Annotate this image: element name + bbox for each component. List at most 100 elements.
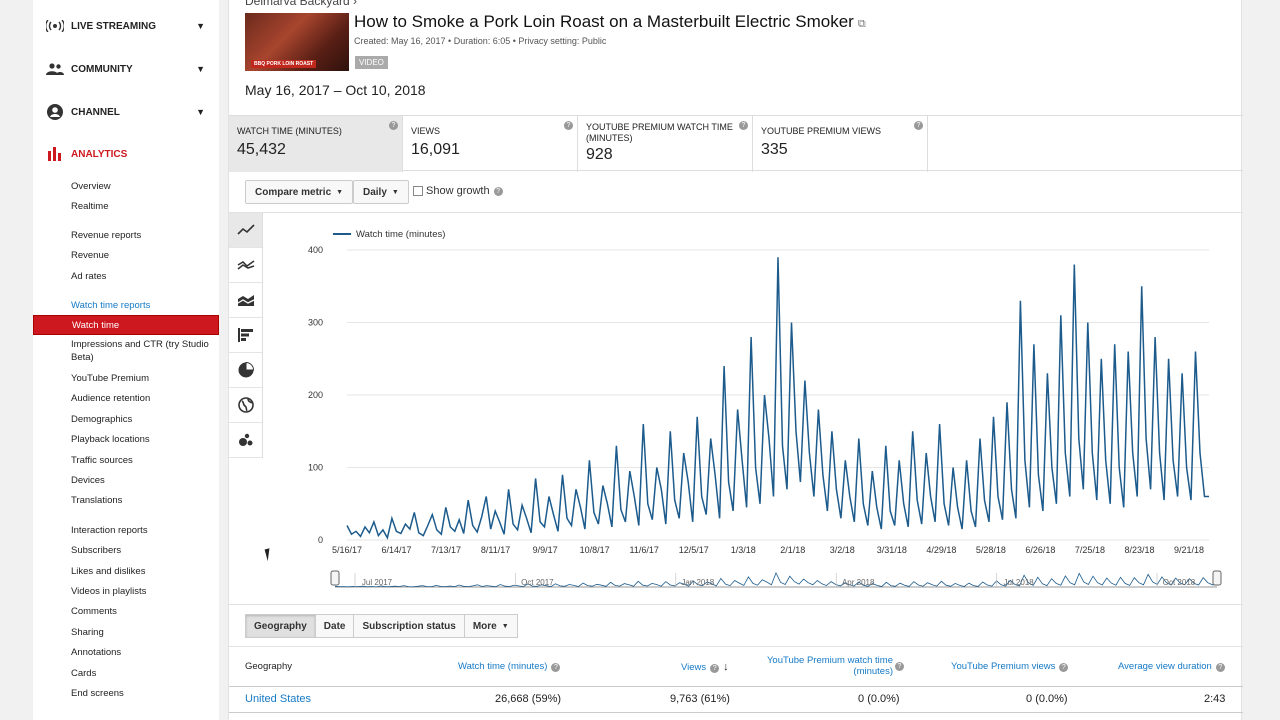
nav-link-subscribers[interactable]: Subscribers bbox=[71, 545, 122, 556]
nav-link-youtube-premium[interactable]: YouTube Premium bbox=[71, 373, 149, 384]
navigator-label: Jul 2017 bbox=[362, 578, 393, 587]
x-tick-label: 3/2/18 bbox=[830, 545, 855, 555]
col-header-premium-views[interactable]: YouTube Premium views? bbox=[951, 661, 1069, 672]
nav-link-ad-rates[interactable]: Ad rates bbox=[71, 271, 107, 282]
nav-link-revenue-reports[interactable]: Revenue reports bbox=[71, 230, 142, 241]
map-chart-button[interactable] bbox=[229, 388, 262, 423]
nav-link-overview[interactable]: Overview bbox=[71, 181, 111, 192]
x-tick-label: 4/29/18 bbox=[926, 545, 956, 555]
help-icon[interactable]: ? bbox=[1215, 663, 1225, 672]
metric-premium-views[interactable]: YOUTUBE PREMIUM VIEWS 335 ? bbox=[753, 116, 928, 172]
area-chart-button[interactable] bbox=[229, 283, 262, 318]
cell-premium-watch: 0 (0.0%) bbox=[858, 693, 900, 705]
bar-chart-button[interactable] bbox=[229, 318, 262, 353]
x-tick-label: 2/1/18 bbox=[780, 545, 805, 555]
nav-analytics[interactable]: ANALYTICS bbox=[33, 140, 219, 168]
help-icon[interactable]: ? bbox=[493, 186, 503, 196]
breadcrumb[interactable]: Delmarva Backyard › bbox=[245, 0, 358, 8]
nav-link-annotations[interactable]: Annotations bbox=[71, 647, 122, 658]
x-tick-label: 9/21/18 bbox=[1174, 545, 1204, 555]
x-tick-label: 9/9/17 bbox=[533, 545, 558, 555]
nav-link-devices[interactable]: Devices bbox=[71, 475, 105, 486]
nav-link-watch-time-reports[interactable]: Watch time reports bbox=[71, 300, 151, 311]
metrics-bar: WATCH TIME (MINUTES) 45,432 ? VIEWS 16,0… bbox=[229, 115, 1243, 172]
navigator-handle[interactable] bbox=[330, 570, 340, 586]
sort-arrow-icon: ↓ bbox=[723, 661, 729, 673]
nav-link-demographics[interactable]: Demographics bbox=[71, 414, 133, 425]
nav-section-label: LIVE STREAMING bbox=[71, 20, 157, 32]
tab-date[interactable]: Date bbox=[314, 614, 355, 638]
nav-link-videos-in-playlists[interactable]: Videos in playlists bbox=[71, 586, 147, 597]
nav-link-end-screens[interactable]: End screens bbox=[71, 688, 124, 699]
watch-time-chart[interactable]: 0 100 200 300 400 5/16/17 6/14/17 7/13/17 8/11/1… bbox=[269, 218, 1249, 598]
help-icon[interactable]: ? bbox=[895, 662, 904, 671]
pie-chart-button[interactable] bbox=[229, 353, 262, 388]
metric-watch-time[interactable]: WATCH TIME (MINUTES) 45,432 ? bbox=[229, 116, 403, 172]
nav-link-impressions-ctr[interactable]: Impressions and CTR (try Studio Beta) bbox=[71, 339, 209, 363]
help-icon[interactable]: ? bbox=[1059, 663, 1069, 672]
bubble-chart-button[interactable] bbox=[229, 423, 262, 458]
col-header-avg-view-duration[interactable]: Average view duration? bbox=[1118, 661, 1225, 672]
nav-section-label: COMMUNITY bbox=[71, 63, 133, 75]
x-tick-label: 5/28/18 bbox=[976, 545, 1006, 555]
show-growth-toggle[interactable]: Show growth ? bbox=[413, 185, 503, 197]
y-tick-label: 300 bbox=[308, 318, 323, 328]
col-header-geography: Geography bbox=[245, 661, 293, 672]
y-tick-label: 400 bbox=[308, 245, 323, 255]
chevron-down-icon: ▼ bbox=[196, 107, 205, 117]
line-chart-button[interactable] bbox=[229, 213, 262, 248]
nav-link-interaction-reports[interactable]: Interaction reports bbox=[71, 525, 148, 536]
divider bbox=[229, 646, 1243, 647]
col-header-premium-watch-time[interactable]: YouTube Premium watch time (minutes) bbox=[753, 655, 893, 677]
thumbnail-banner: BBQ PORK LOIN ROAST bbox=[251, 60, 317, 68]
col-header-label: YouTube Premium watch time (minutes) bbox=[766, 655, 893, 677]
tab-more[interactable]: More ▼ bbox=[463, 614, 518, 638]
metric-premium-watch-time[interactable]: YOUTUBE PREMIUM WATCH TIME (MINUTES) 928… bbox=[578, 116, 753, 172]
help-icon[interactable]: ? bbox=[564, 121, 573, 130]
nav-link-likes-dislikes[interactable]: Likes and dislikes bbox=[71, 566, 146, 577]
nav-link-revenue[interactable]: Revenue bbox=[71, 250, 110, 261]
help-icon[interactable]: ? bbox=[739, 121, 748, 130]
help-icon[interactable]: ? bbox=[551, 663, 561, 672]
caret-down-icon: ▼ bbox=[501, 622, 509, 630]
nav-link-watch-time[interactable]: Watch time bbox=[33, 315, 219, 335]
cell-views-value: 9,763 bbox=[670, 693, 698, 705]
nav-channel[interactable]: CHANNEL ▼ bbox=[33, 98, 219, 126]
y-tick-label: 200 bbox=[308, 390, 323, 400]
col-header-views[interactable]: Views? ↓ bbox=[681, 661, 729, 673]
nav-link-traffic-sources[interactable]: Traffic sources bbox=[71, 455, 133, 466]
nav-link-playback-locations[interactable]: Playback locations bbox=[71, 434, 150, 445]
nav-link-comments[interactable]: Comments bbox=[71, 606, 117, 617]
nav-link-cards[interactable]: Cards bbox=[71, 668, 97, 679]
metric-views[interactable]: VIEWS 16,091 ? bbox=[403, 116, 578, 172]
tab-geography[interactable]: Geography bbox=[245, 614, 316, 638]
compare-metric-label: Compare metric bbox=[255, 186, 332, 198]
col-header-watch-time[interactable]: Watch time (minutes)? bbox=[458, 661, 561, 672]
nav-live-streaming[interactable]: LIVE STREAMING ▼ bbox=[33, 12, 219, 40]
tab-subscription-status[interactable]: Subscription status bbox=[353, 614, 465, 638]
series-line bbox=[346, 257, 1209, 540]
show-growth-checkbox[interactable] bbox=[413, 186, 423, 196]
nav-link-translations[interactable]: Translations bbox=[71, 495, 123, 506]
interval-dropdown[interactable]: Daily ▼ bbox=[353, 180, 409, 204]
video-thumbnail[interactable]: BBQ PORK LOIN ROAST bbox=[245, 13, 349, 71]
cell-geography[interactable]: United States bbox=[245, 693, 312, 705]
nav-community[interactable]: COMMUNITY ▼ bbox=[33, 55, 219, 83]
date-range[interactable]: May 16, 2017 – Oct 10, 2018 bbox=[245, 82, 426, 98]
report-tabs: Geography Date Subscription status More ▼ bbox=[245, 614, 518, 638]
multi-line-chart-button[interactable] bbox=[229, 248, 262, 283]
help-icon[interactable]: ? bbox=[389, 121, 398, 130]
x-tick-label: 8/11/17 bbox=[481, 545, 510, 555]
video-title[interactable]: How to Smoke a Pork Loin Roast on a Mast… bbox=[354, 12, 866, 32]
compare-metric-button[interactable]: Compare metric ▼ bbox=[245, 180, 354, 204]
help-icon[interactable]: ? bbox=[710, 664, 720, 673]
navigator-handle[interactable] bbox=[1212, 570, 1222, 586]
nav-link-audience-retention[interactable]: Audience retention bbox=[71, 393, 151, 404]
nav-link-sharing[interactable]: Sharing bbox=[71, 627, 104, 638]
x-tick-label: 3/31/18 bbox=[877, 545, 907, 555]
external-link-icon[interactable]: ⧉ bbox=[857, 18, 866, 30]
x-tick-label: 11/6/17 bbox=[629, 545, 658, 555]
nav-link-realtime[interactable]: Realtime bbox=[71, 201, 109, 212]
cell-views-pct: (61%) bbox=[700, 693, 730, 705]
help-icon[interactable]: ? bbox=[914, 121, 923, 130]
